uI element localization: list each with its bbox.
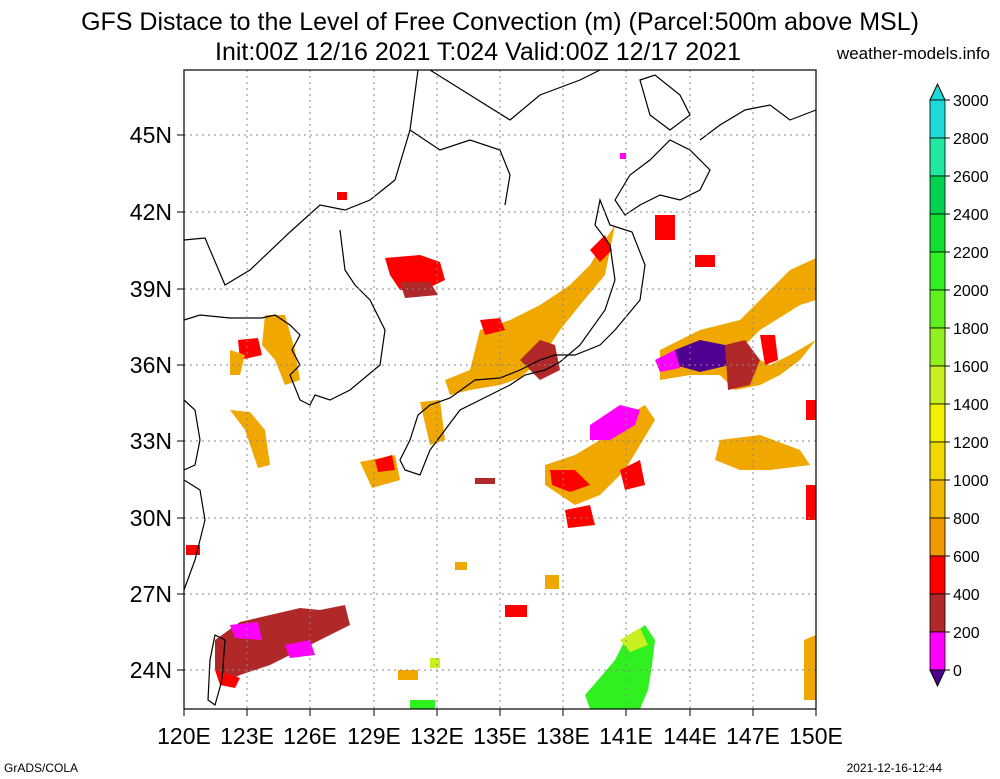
colorbar-segment	[929, 251, 946, 291]
tick-marks	[177, 134, 817, 716]
colorbar-segment	[929, 289, 946, 329]
lat-label: 36N	[130, 352, 172, 378]
title-line-1: GFS Distace to the Level of Free Convect…	[81, 8, 919, 36]
colorbar-label: 2800	[953, 131, 989, 148]
lon-label: 147E	[726, 723, 780, 749]
lat-label: 24N	[130, 657, 172, 683]
lat-label: 42N	[130, 199, 172, 225]
title-line-2: Init:00Z 12/16 2021 T:024 Valid:00Z 12/1…	[215, 38, 741, 66]
colorbar-label: 0	[953, 663, 962, 680]
colorbar-label: 1600	[953, 359, 989, 376]
colorbar-segment	[929, 137, 946, 177]
colorbar-label: 1400	[953, 397, 989, 414]
colorbar-label: 600	[953, 549, 980, 566]
lat-label: 30N	[130, 505, 172, 531]
colorbar-label: 800	[953, 511, 980, 528]
lon-label: 138E	[536, 723, 590, 749]
colorbar-segment	[929, 517, 946, 557]
lon-label: 120E	[157, 723, 211, 749]
lat-label: 33N	[130, 428, 172, 454]
timestamp: 2021-12-16-12:44	[846, 761, 942, 775]
lon-label: 132E	[410, 723, 464, 749]
colorbar-label: 400	[953, 587, 980, 604]
colorbar-segment	[929, 555, 946, 595]
colorbar-label: 2200	[953, 245, 989, 262]
colorbar-max-arrow	[929, 82, 946, 101]
colorbar-label: 1800	[953, 321, 989, 338]
site-credit: weather-models.info	[836, 44, 990, 63]
lat-label: 27N	[130, 581, 172, 607]
colorbar: 3000280026002400220020001800160014001200…	[929, 82, 989, 688]
colorbar-label: 2600	[953, 169, 989, 186]
lon-axis: 120E 123E 126E 129E 132E 135E 138E 141E …	[157, 723, 843, 749]
coastlines	[183, 69, 817, 706]
software-credit: GrADS/COLA	[4, 761, 79, 775]
colorbar-label: 1000	[953, 473, 989, 490]
lon-label: 141E	[599, 723, 653, 749]
colorbar-segment	[929, 213, 946, 253]
lat-label: 45N	[130, 122, 172, 148]
colorbar-label: 3000	[953, 93, 989, 110]
grid-lines	[184, 70, 816, 709]
colorbar-min-arrow	[929, 669, 946, 688]
lon-label: 135E	[473, 723, 527, 749]
lon-label: 150E	[789, 723, 843, 749]
colorbar-segment	[929, 327, 946, 367]
colorbar-segment	[929, 479, 946, 519]
lfc-shading	[186, 153, 816, 709]
lon-label: 129E	[347, 723, 401, 749]
lon-label: 126E	[283, 723, 337, 749]
colorbar-segment	[929, 593, 946, 633]
colorbar-label: 2400	[953, 207, 989, 224]
colorbar-segment	[929, 99, 946, 139]
colorbar-label: 2000	[953, 283, 989, 300]
colorbar-label: 200	[953, 625, 980, 642]
lat-label: 39N	[130, 276, 172, 302]
colorbar-segment	[929, 403, 946, 443]
lon-label: 144E	[663, 723, 717, 749]
colorbar-segment	[929, 441, 946, 481]
colorbar-segment	[929, 365, 946, 405]
colorbar-segment	[929, 631, 946, 671]
colorbar-label: 1200	[953, 435, 989, 452]
colorbar-segment	[929, 175, 946, 215]
lat-axis: 45N 42N 39N 36N 33N 30N 27N 24N	[130, 122, 172, 683]
lon-label: 123E	[220, 723, 274, 749]
